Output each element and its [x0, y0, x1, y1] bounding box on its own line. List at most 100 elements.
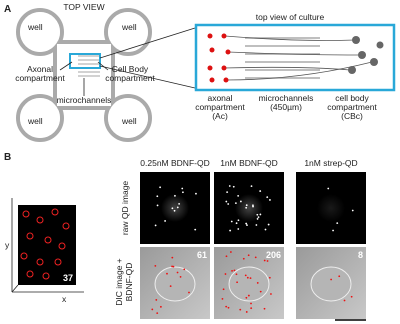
red-dot: [338, 275, 341, 278]
qd-dot: [159, 186, 162, 189]
red-dot: [171, 265, 173, 268]
qd-dot: [181, 187, 184, 190]
column-header: 1nM BDNF-QD: [220, 158, 278, 168]
count: 206: [266, 250, 281, 260]
axonal-label: compartment: [15, 73, 65, 83]
qd-dot: [252, 204, 254, 207]
qd-dot: [237, 194, 240, 197]
cell-bodies: [348, 36, 384, 74]
red-dot: [343, 299, 346, 302]
red-dot: [233, 269, 236, 272]
red-dot: [154, 264, 157, 267]
cell: [154, 266, 196, 302]
red-dot: [227, 306, 230, 309]
red-dot: [263, 259, 266, 262]
image-grid: 0.25nM BDNF-QD 61 1nM BDNF-QD 206 1nM strep-…: [140, 158, 366, 319]
cell-body-label: compartment: [105, 73, 155, 83]
qd-dot: [154, 224, 157, 227]
red-dot: [166, 272, 168, 275]
region-label: compartment: [195, 102, 245, 112]
region-label: compartment: [327, 102, 377, 112]
qd-dot: [182, 191, 184, 194]
region-label: axonal: [207, 93, 232, 103]
qd-dot: [164, 220, 166, 222]
row-label: BDNF-QD: [124, 263, 134, 302]
qd-dot: [173, 209, 176, 212]
axis-label: x: [62, 294, 67, 304]
red-dot: [221, 297, 224, 300]
red-dot: [250, 302, 252, 305]
highlight-box: [69, 53, 101, 69]
red-dot: [254, 256, 257, 259]
red-dot: [225, 255, 228, 258]
qd-dot: [237, 228, 240, 230]
qd-dot: [255, 224, 258, 226]
count: 8: [358, 250, 363, 260]
culture-title: top view of culture: [256, 12, 325, 22]
qd-dot: [257, 216, 260, 218]
qd-dot: [266, 196, 269, 199]
red-dot: [183, 268, 186, 271]
microchannels-label: microchannels: [57, 95, 112, 105]
qd-glow: [317, 194, 345, 222]
red-dot: [239, 308, 242, 311]
red-dot: [229, 251, 232, 253]
qd-dot: [156, 195, 159, 198]
qd-dot: [195, 192, 197, 195]
axonal-label: Axonal: [27, 64, 53, 74]
region-label: (450µm): [270, 102, 302, 112]
qd-dot: [239, 200, 242, 203]
qd-dot: [259, 213, 262, 216]
qd-dot: [252, 205, 254, 208]
red-dot: [176, 271, 179, 274]
red-dot: [263, 307, 266, 310]
red-dot: [156, 312, 159, 315]
qd-dot: [232, 185, 235, 188]
qd-dot: [246, 224, 248, 227]
well-label: well: [121, 22, 137, 32]
red-dot: [231, 269, 233, 272]
panel-label: B: [4, 152, 11, 163]
red-dot: [330, 278, 333, 281]
red-dot: [247, 294, 250, 297]
well-label: well: [27, 22, 43, 32]
region-label: (Ac): [212, 111, 228, 121]
qd-glow: [161, 194, 189, 222]
qd-dot: [332, 229, 334, 232]
red-dot: [268, 276, 271, 279]
red-dot: [224, 273, 227, 275]
red-dot: [247, 254, 250, 257]
red-dot: [242, 257, 245, 260]
channels: [78, 55, 100, 77]
axons: [223, 35, 373, 81]
column-header: 1nM strep-QD: [304, 158, 357, 168]
title: TOP VIEW: [63, 2, 104, 12]
qd-dot: [230, 220, 233, 223]
cell-body-label: Cell Body: [112, 64, 149, 74]
qd-dot: [228, 185, 231, 187]
red-dot: [270, 293, 272, 295]
red-dot: [151, 308, 154, 311]
qd-dot: [245, 222, 248, 225]
qd-dot: [174, 194, 176, 197]
cell: [228, 266, 270, 302]
red-dot: [245, 296, 248, 299]
qd-dot: [245, 204, 248, 207]
red-dot: [245, 311, 248, 313]
qd-dot: [235, 222, 238, 225]
red-dot: [159, 305, 162, 308]
qd-dot: [171, 207, 174, 210]
qd-dot: [264, 228, 267, 231]
track-count: 37: [63, 273, 73, 283]
red-dot: [244, 274, 247, 277]
qd-dot: [245, 206, 248, 209]
qd-dots: [207, 33, 231, 83]
count: 61: [197, 250, 207, 260]
axis-label: y: [5, 240, 10, 250]
red-dot: [172, 265, 175, 268]
qd-dot: [327, 187, 330, 190]
qd-dot: [226, 191, 229, 194]
qd-glow: [235, 194, 263, 222]
tracked-dots: [20, 208, 70, 280]
